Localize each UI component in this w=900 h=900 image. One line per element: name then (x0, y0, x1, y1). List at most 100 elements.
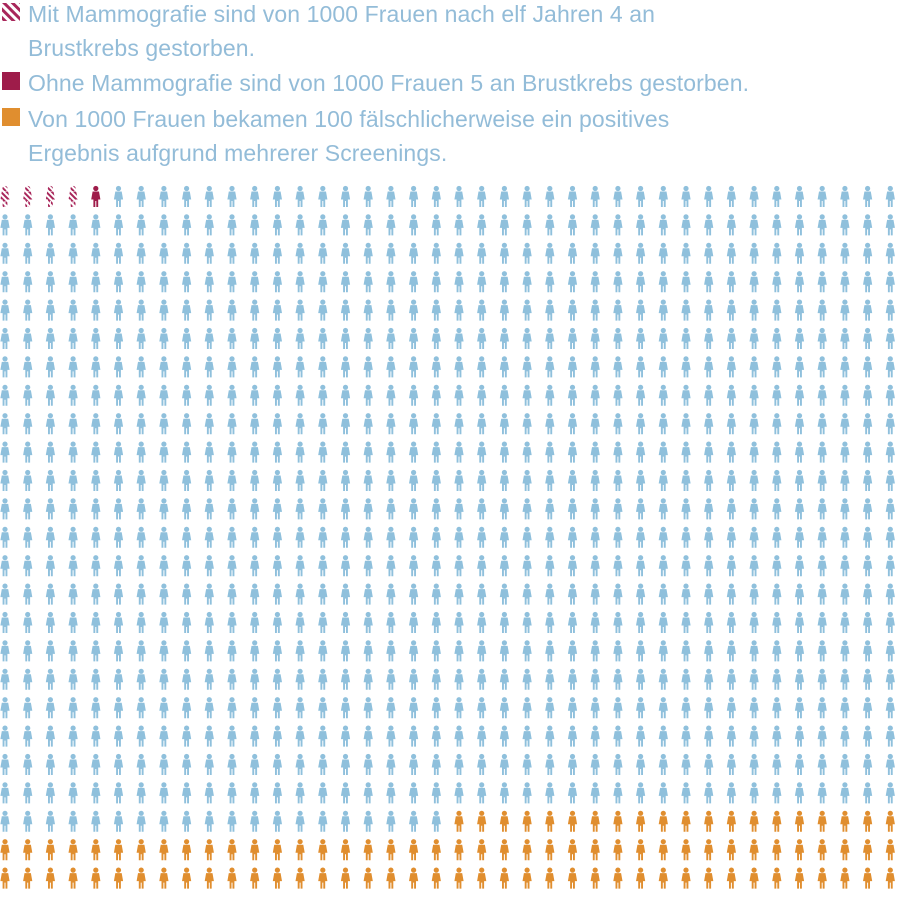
woman-icon (794, 753, 805, 775)
woman-icon (522, 668, 532, 690)
woman-icon (658, 526, 668, 548)
woman-icon (182, 640, 192, 662)
woman-icon (726, 668, 736, 690)
woman-icon (613, 299, 623, 321)
woman-icon (840, 384, 850, 406)
woman-icon (499, 611, 509, 633)
woman-icon (182, 810, 192, 832)
woman-icon (658, 327, 668, 349)
woman-icon (272, 356, 282, 378)
woman-icon (295, 242, 305, 264)
woman-icon (567, 441, 578, 463)
woman-icon (885, 441, 895, 463)
woman-icon (840, 441, 850, 463)
woman-icon (431, 441, 441, 463)
woman-icon (522, 498, 532, 520)
woman-icon (386, 555, 396, 577)
woman-icon (136, 782, 146, 804)
woman-icon (182, 469, 192, 491)
woman-icon (182, 583, 192, 605)
woman-icon (136, 555, 146, 577)
woman-icon (772, 668, 782, 690)
woman-icon (386, 441, 396, 463)
woman-icon (681, 782, 691, 804)
woman-icon (23, 242, 33, 264)
woman-icon (272, 640, 282, 662)
woman-icon (250, 782, 260, 804)
woman-icon (590, 356, 600, 378)
woman-icon (113, 526, 124, 548)
woman-icon (272, 271, 282, 293)
woman-icon (567, 697, 578, 719)
woman-icon (45, 640, 55, 662)
woman-icon (91, 384, 101, 406)
woman-icon (545, 611, 555, 633)
woman-icon (817, 327, 827, 349)
woman-icon (454, 185, 464, 207)
woman-icon (840, 356, 850, 378)
woman-icon-false-positive (68, 839, 78, 861)
woman-icon (885, 555, 895, 577)
woman-icon (272, 185, 282, 207)
woman-icon (885, 697, 895, 719)
woman-icon (817, 697, 827, 719)
woman-icon (340, 498, 351, 520)
woman-icon (681, 668, 691, 690)
woman-icon (499, 441, 509, 463)
woman-icon-false-positive (613, 839, 623, 861)
woman-icon (522, 725, 532, 747)
woman-icon (749, 242, 759, 264)
woman-icon-false-positive (340, 839, 351, 861)
woman-icon (91, 668, 101, 690)
orange-swatch-icon (2, 108, 20, 126)
woman-icon (363, 469, 373, 491)
legend-line: Ohne Mammografie sind von 1000 Frauen 5 … (28, 70, 750, 96)
woman-icon (159, 810, 169, 832)
woman-icon (91, 356, 101, 378)
woman-icon (794, 555, 805, 577)
woman-icon (227, 611, 237, 633)
woman-icon-false-positive (386, 867, 396, 889)
woman-icon (182, 356, 192, 378)
woman-icon (159, 469, 169, 491)
woman-icon (704, 782, 714, 804)
woman-icon (204, 356, 214, 378)
woman-icon (227, 753, 237, 775)
woman-icon (477, 583, 487, 605)
woman-icon (272, 242, 282, 264)
woman-icon (749, 214, 759, 236)
woman-icon (363, 441, 373, 463)
woman-icon (431, 611, 441, 633)
woman-icon (204, 185, 214, 207)
woman-icon (363, 185, 373, 207)
woman-icon (817, 356, 827, 378)
woman-icon (885, 668, 895, 690)
woman-icon (749, 782, 759, 804)
woman-icon (159, 498, 169, 520)
woman-icon (885, 611, 895, 633)
woman-icon (613, 327, 623, 349)
woman-icon (23, 214, 33, 236)
woman-icon (409, 498, 419, 520)
woman-icon (227, 668, 237, 690)
woman-icon (340, 185, 351, 207)
woman-icon (499, 583, 509, 605)
woman-icon (681, 498, 691, 520)
woman-icon (794, 327, 805, 349)
woman-icon (318, 413, 328, 435)
woman-icon (204, 271, 214, 293)
woman-icon (477, 384, 487, 406)
woman-icon (726, 299, 736, 321)
woman-icon (499, 271, 509, 293)
woman-icon (613, 640, 623, 662)
woman-icon-false-positive (477, 839, 487, 861)
woman-icon (704, 271, 714, 293)
woman-icon (159, 384, 169, 406)
woman-icon (794, 413, 805, 435)
woman-icon (386, 697, 396, 719)
woman-icon (794, 583, 805, 605)
woman-icon (545, 327, 555, 349)
woman-icon (545, 441, 555, 463)
woman-icon (704, 214, 714, 236)
woman-icon (340, 753, 351, 775)
